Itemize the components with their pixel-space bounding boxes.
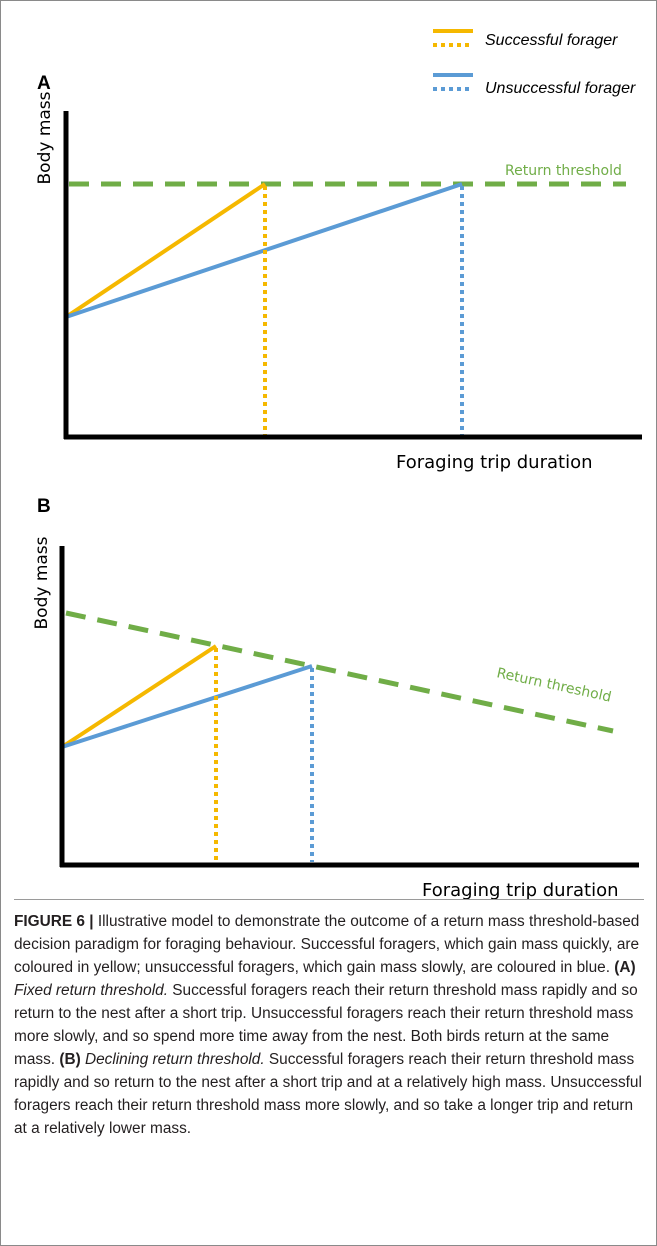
panel-a-successful-line <box>64 182 267 319</box>
panel-a: A Body mass Return threshold Foraging tr… <box>35 73 642 473</box>
panel-a-label: A <box>37 73 51 94</box>
panel-b: B Body mass Return threshold Foraging tr… <box>32 496 639 901</box>
caption-b-text: Successful foragers reach their return t… <box>14 1051 642 1137</box>
legend: Successful forager Unsuccessful forager <box>433 29 636 97</box>
caption-figure-label: FIGURE 6 | <box>14 913 94 930</box>
caption-a-tag: (A) <box>614 959 636 976</box>
panel-b-threshold-label: Return threshold <box>495 665 613 705</box>
panel-b-successful-line <box>60 644 218 749</box>
caption-a-title: Fixed return threshold. <box>14 982 168 999</box>
caption-b-title: Declining return threshold. <box>80 1051 265 1068</box>
figure-caption: FIGURE 6 | Illustrative model to demonst… <box>14 910 644 1140</box>
panel-b-threshold-line <box>65 610 614 734</box>
caption-intro: Illustrative model to demonstrate the ou… <box>14 913 640 976</box>
panel-a-y-axis-label: Body mass <box>35 91 55 184</box>
panel-b-label: B <box>37 496 51 517</box>
panel-a-threshold-label: Return threshold <box>505 163 622 179</box>
panel-a-x-axis-label: Foraging trip duration <box>396 452 593 473</box>
caption-b-tag: (B) <box>59 1051 81 1068</box>
panel-b-x-axis-label: Foraging trip duration <box>422 880 619 901</box>
legend-unsuccessful-label: Unsuccessful forager <box>485 80 636 97</box>
panel-b-y-axis-label: Body mass <box>32 536 52 629</box>
legend-successful-label: Successful forager <box>485 32 618 49</box>
panel-b-unsuccessful-line <box>61 664 313 749</box>
caption-divider <box>14 899 644 900</box>
model-diagram: Successful forager Unsuccessful forager … <box>32 29 642 901</box>
caption-a-text: Successful foragers reach their return t… <box>14 982 638 1068</box>
